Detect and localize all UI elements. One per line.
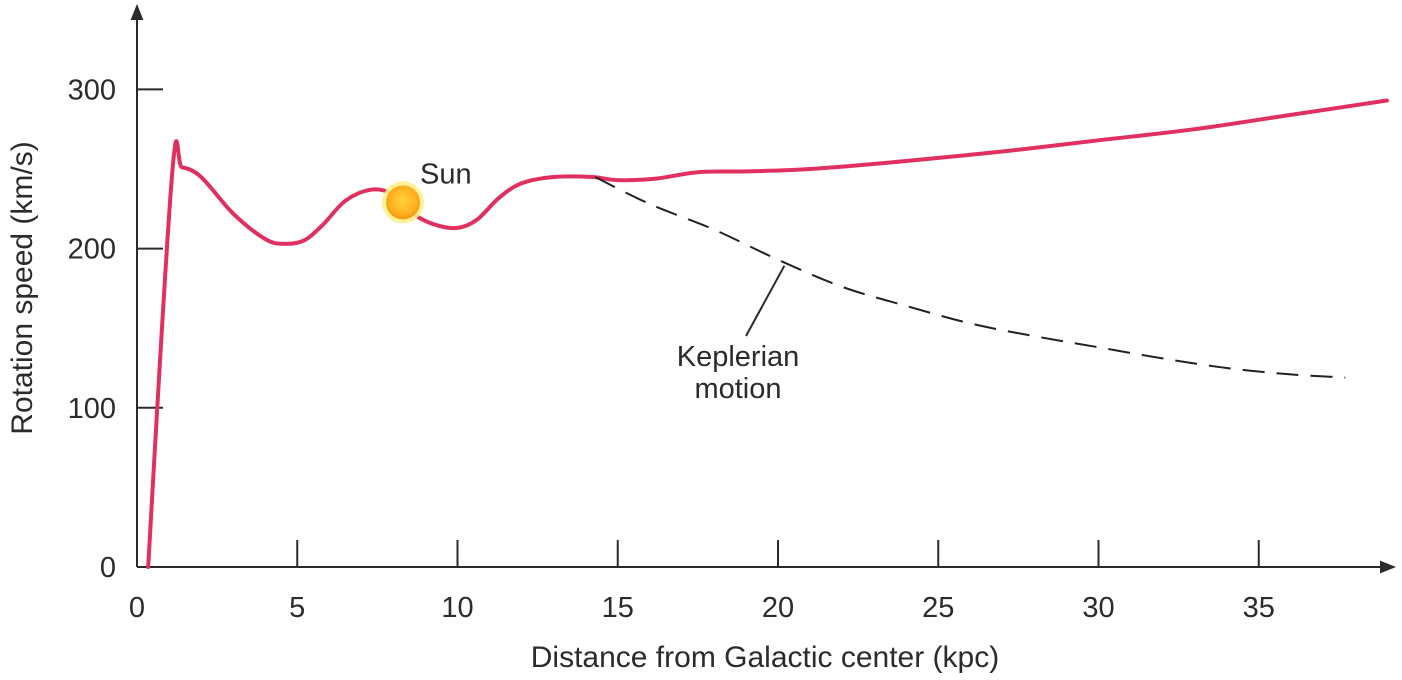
x-tick-label: 30	[1082, 592, 1114, 624]
sun-label: Sun	[420, 158, 472, 190]
keplerian-label: motion	[694, 373, 781, 405]
y-tick-label: 100	[68, 393, 116, 425]
x-tick-label: 0	[129, 592, 145, 624]
ticks: 0 5 10 15 20 25 30 35 0 100 200 300	[68, 74, 1275, 624]
y-tick-label: 200	[68, 234, 116, 266]
axes	[130, 4, 1396, 574]
x-tick-label: 5	[289, 592, 305, 624]
x-tick-label: 10	[441, 592, 473, 624]
x-tick-label: 15	[602, 592, 634, 624]
x-tick-label: 20	[762, 592, 794, 624]
x-tick-label: 35	[1243, 592, 1275, 624]
rotation-curve	[146, 98, 1389, 569]
y-axis-title: Rotation speed (km/s)	[6, 141, 39, 434]
y-tick-label: 0	[100, 552, 116, 584]
series-layer	[146, 98, 1389, 569]
sun-marker	[386, 185, 421, 220]
x-axis-title: Distance from Galactic center (kpc)	[531, 641, 999, 674]
x-tick-label: 25	[922, 592, 954, 624]
y-tick-label: 300	[68, 74, 116, 106]
keplerian-curve	[594, 176, 1346, 379]
keplerian-label: Keplerian	[677, 341, 800, 373]
keplerian-leader-line	[745, 265, 786, 337]
